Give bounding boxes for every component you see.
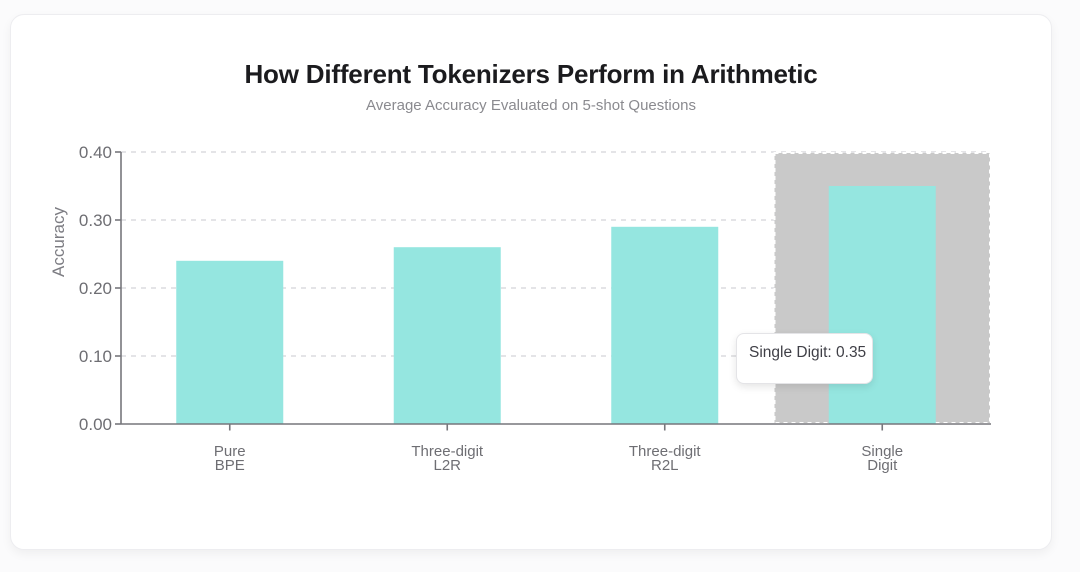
chart-card: How Different Tokenizers Perform in Arit…: [10, 14, 1052, 550]
chart-title: How Different Tokenizers Perform in Arit…: [244, 59, 818, 89]
tooltip-text: Single Digit: 0.35: [749, 344, 867, 361]
chart-subtitle: Average Accuracy Evaluated on 5-shot Que…: [366, 97, 696, 114]
tooltip: Single Digit: 0.35: [736, 333, 873, 384]
